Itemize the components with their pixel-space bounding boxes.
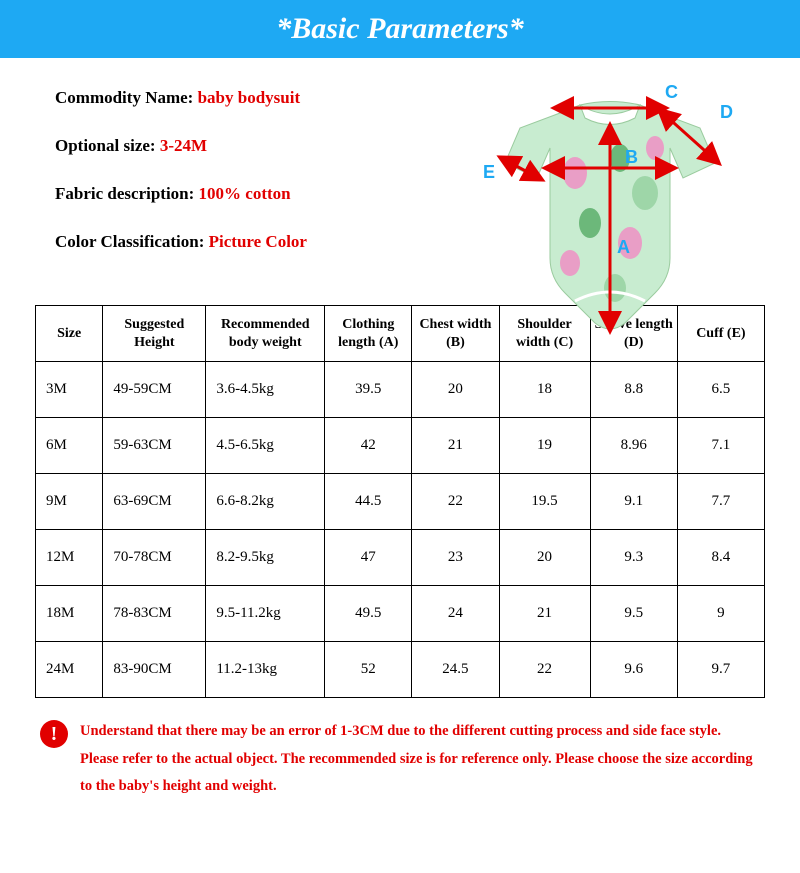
size-table-body: 3M49-59CM3.6-4.5kg39.520188.86.56M59-63C… — [36, 362, 765, 698]
th-height: Suggested Height — [103, 306, 206, 362]
table-cell: 12M — [36, 530, 103, 586]
page-title: *Basic Parameters* — [276, 12, 524, 46]
table-cell: 8.96 — [590, 418, 677, 474]
commodity-label: Commodity Name: — [55, 88, 198, 107]
size-label: Optional size: — [55, 136, 160, 155]
table-cell: 7.7 — [677, 474, 764, 530]
table-cell: 22 — [412, 474, 499, 530]
table-cell: 18 — [499, 362, 590, 418]
table-cell: 49.5 — [325, 586, 412, 642]
table-cell: 7.1 — [677, 418, 764, 474]
table-cell: 6M — [36, 418, 103, 474]
th-size: Size — [36, 306, 103, 362]
table-cell: 22 — [499, 642, 590, 698]
table-cell: 4.5-6.5kg — [206, 418, 325, 474]
size-table: Size Suggested Height Recommended body w… — [35, 305, 765, 698]
table-cell: 9.3 — [590, 530, 677, 586]
table-cell: 9 — [677, 586, 764, 642]
table-cell: 70-78CM — [103, 530, 206, 586]
table-cell: 9.5 — [590, 586, 677, 642]
dim-c-label: C — [665, 82, 678, 102]
table-cell: 49-59CM — [103, 362, 206, 418]
dim-e-label: E — [483, 162, 495, 182]
table-row: 18M78-83CM9.5-11.2kg49.524219.59 — [36, 586, 765, 642]
fabric-value: 100% cotton — [199, 184, 291, 203]
table-row: 3M49-59CM3.6-4.5kg39.520188.86.5 — [36, 362, 765, 418]
table-cell: 24.5 — [412, 642, 499, 698]
table-cell: 44.5 — [325, 474, 412, 530]
table-row: 6M59-63CM4.5-6.5kg4221198.967.1 — [36, 418, 765, 474]
table-cell: 83-90CM — [103, 642, 206, 698]
table-cell: 11.2-13kg — [206, 642, 325, 698]
dim-d-label: D — [720, 102, 733, 122]
table-cell: 21 — [499, 586, 590, 642]
table-cell: 47 — [325, 530, 412, 586]
size-value: 3-24M — [160, 136, 207, 155]
table-cell: 59-63CM — [103, 418, 206, 474]
th-length-a: Clothing length (A) — [325, 306, 412, 362]
warning-icon: ! — [40, 720, 68, 748]
table-cell: 24 — [412, 586, 499, 642]
table-cell: 9.1 — [590, 474, 677, 530]
header-bar: *Basic Parameters* — [0, 0, 800, 58]
table-cell: 39.5 — [325, 362, 412, 418]
table-cell: 8.8 — [590, 362, 677, 418]
note-text: Understand that there may be an error of… — [80, 718, 760, 801]
table-cell: 19 — [499, 418, 590, 474]
bodysuit-svg: A B C D E — [465, 73, 755, 353]
table-row: 24M83-90CM11.2-13kg5224.5229.69.7 — [36, 642, 765, 698]
table-cell: 6.5 — [677, 362, 764, 418]
table-cell: 20 — [412, 362, 499, 418]
table-row: 12M70-78CM8.2-9.5kg4723209.38.4 — [36, 530, 765, 586]
table-cell: 9.6 — [590, 642, 677, 698]
table-row: 9M63-69CM6.6-8.2kg44.52219.59.17.7 — [36, 474, 765, 530]
fabric-label: Fabric description: — [55, 184, 199, 203]
table-cell: 18M — [36, 586, 103, 642]
table-cell: 9.7 — [677, 642, 764, 698]
dim-b-label: B — [625, 147, 638, 167]
table-cell: 78-83CM — [103, 586, 206, 642]
table-cell: 3.6-4.5kg — [206, 362, 325, 418]
color-value: Picture Color — [209, 232, 307, 251]
size-table-wrap: Size Suggested Height Recommended body w… — [0, 305, 800, 698]
table-cell: 9M — [36, 474, 103, 530]
info-section: Commodity Name: baby bodysuit Optional s… — [0, 58, 800, 290]
table-cell: 42 — [325, 418, 412, 474]
table-cell: 21 — [412, 418, 499, 474]
table-cell: 9.5-11.2kg — [206, 586, 325, 642]
table-cell: 24M — [36, 642, 103, 698]
th-weight: Recommended body weight — [206, 306, 325, 362]
table-cell: 6.6-8.2kg — [206, 474, 325, 530]
table-cell: 52 — [325, 642, 412, 698]
table-cell: 19.5 — [499, 474, 590, 530]
table-cell: 8.4 — [677, 530, 764, 586]
table-cell: 20 — [499, 530, 590, 586]
table-cell: 3M — [36, 362, 103, 418]
note-section: ! Understand that there may be an error … — [0, 698, 800, 801]
dim-a-label: A — [617, 237, 630, 257]
table-cell: 8.2-9.5kg — [206, 530, 325, 586]
table-cell: 23 — [412, 530, 499, 586]
color-label: Color Classification: — [55, 232, 209, 251]
commodity-value: baby bodysuit — [198, 88, 301, 107]
table-cell: 63-69CM — [103, 474, 206, 530]
product-diagram: A B C D E — [465, 73, 755, 353]
